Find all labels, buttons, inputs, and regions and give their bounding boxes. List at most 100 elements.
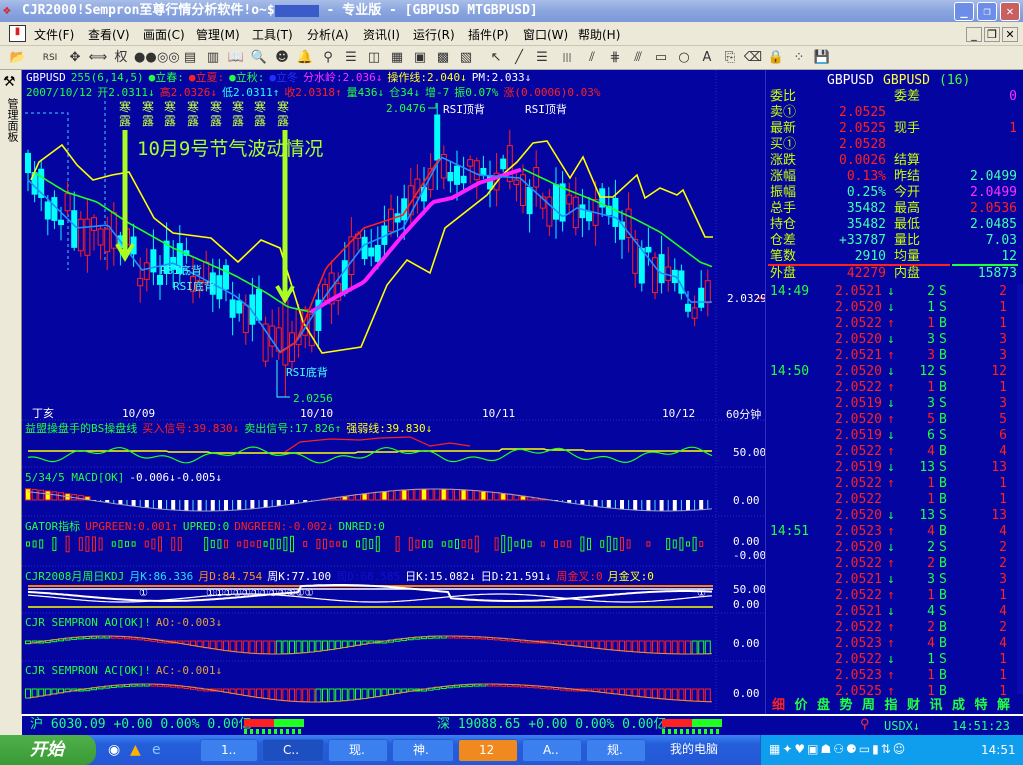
trade-row[interactable] bbox=[768, 524, 1016, 540]
panel-tab[interactable]: 盘 bbox=[817, 698, 831, 713]
menu-item[interactable]: 查看(V) bbox=[88, 28, 130, 42]
search-icon[interactable]: 🔍 bbox=[250, 50, 268, 65]
menu-item[interactable]: 分析(A) bbox=[307, 28, 349, 42]
menu-item[interactable]: 运行(R) bbox=[413, 28, 455, 42]
trade-row[interactable] bbox=[768, 572, 1016, 588]
menu-item[interactable]: 文件(F) bbox=[34, 28, 75, 42]
chart3-icon[interactable]: ▩ bbox=[436, 50, 450, 65]
menu-item[interactable]: 画面(C) bbox=[143, 28, 185, 42]
panel-tab[interactable]: 势 bbox=[839, 698, 853, 713]
hlines-icon[interactable]: ☰ bbox=[536, 50, 548, 65]
media-player-icon[interactable]: ◉ bbox=[108, 742, 121, 758]
pages-icon[interactable]: ▥ bbox=[206, 50, 220, 65]
copy-icon[interactable]: ⎘ bbox=[724, 50, 736, 65]
trade-row[interactable] bbox=[768, 460, 1016, 476]
panel-tab[interactable]: 解 bbox=[997, 698, 1011, 713]
trade-row[interactable] bbox=[768, 668, 1016, 684]
trade-row[interactable] bbox=[768, 508, 1016, 524]
text-icon[interactable]: A bbox=[702, 50, 712, 65]
trade-row[interactable] bbox=[768, 476, 1016, 492]
plug-icon[interactable]: ⚲ bbox=[323, 50, 333, 65]
trade-row[interactable] bbox=[768, 588, 1016, 604]
line-icon[interactable]: ╱ bbox=[515, 50, 523, 65]
doc-icon[interactable]: ▮ bbox=[9, 25, 26, 42]
trade-row[interactable] bbox=[768, 316, 1016, 332]
fan-icon[interactable]: ⫽ bbox=[589, 50, 595, 65]
chart1-icon[interactable]: ▦ bbox=[390, 50, 404, 65]
circle-icon[interactable]: ○ bbox=[678, 50, 690, 65]
menu-item[interactable]: 资讯(I) bbox=[363, 28, 400, 42]
trade-row[interactable] bbox=[768, 380, 1016, 396]
menu-item[interactable]: 窗口(W) bbox=[523, 28, 569, 42]
trade-row[interactable] bbox=[768, 636, 1016, 652]
panel-tab[interactable]: 指 bbox=[884, 698, 898, 713]
vlines-icon[interactable]: ||| bbox=[562, 53, 572, 63]
minimize-button[interactable]: _ bbox=[954, 2, 974, 21]
trade-row[interactable] bbox=[768, 492, 1016, 508]
ie-icon[interactable]: e bbox=[152, 742, 161, 758]
trade-row[interactable] bbox=[768, 444, 1016, 460]
taskbar-item[interactable]: 神. bbox=[392, 739, 454, 762]
period-label[interactable]: 60分钟 bbox=[726, 408, 762, 421]
trade-row[interactable] bbox=[768, 620, 1016, 636]
trade-row[interactable] bbox=[768, 604, 1016, 620]
open-icon[interactable]: 📂 bbox=[9, 50, 27, 65]
trade-scrollbar[interactable] bbox=[1017, 284, 1023, 694]
menu-item[interactable]: 工具(T) bbox=[252, 28, 293, 42]
menu-item[interactable]: 帮助(H) bbox=[578, 28, 621, 42]
save-icon[interactable]: 💾 bbox=[813, 50, 831, 65]
layout1-icon[interactable]: ☰ bbox=[345, 50, 357, 65]
trade-row[interactable] bbox=[768, 348, 1016, 364]
mdi-minimize-button[interactable]: _ bbox=[966, 27, 982, 42]
panel-tab[interactable]: 周 bbox=[862, 698, 876, 713]
taskbar-item[interactable]: 规. bbox=[586, 739, 646, 762]
panel-tab[interactable]: 价 bbox=[794, 698, 808, 713]
taskbar-item[interactable]: C.. bbox=[262, 739, 324, 762]
trade-row[interactable] bbox=[768, 556, 1016, 572]
menu-item[interactable]: 管理(M) bbox=[196, 28, 240, 42]
trade-row[interactable] bbox=[768, 652, 1016, 668]
panel-tab[interactable]: 特 bbox=[974, 698, 988, 713]
mdi-restore-button[interactable]: ❐ bbox=[984, 27, 1000, 42]
trade-row[interactable] bbox=[768, 540, 1016, 556]
channel-icon[interactable]: ⋕ bbox=[609, 50, 621, 65]
taskbar-item[interactable]: 我的电脑 bbox=[650, 739, 750, 762]
trade-row[interactable] bbox=[768, 332, 1016, 348]
layout2-icon[interactable]: ◫ bbox=[367, 50, 381, 65]
lock-icon[interactable]: 🔒 bbox=[767, 50, 785, 65]
chart-area[interactable]: GBPUSD 255(6,14,5) ●立春: ●立夏: ●立秋: ●立冬 分水岭:2.03… bbox=[22, 70, 767, 714]
parallel-icon[interactable]: ⫻ bbox=[634, 50, 642, 65]
resize-icon[interactable]: ⟺ bbox=[88, 50, 108, 65]
trade-row[interactable] bbox=[768, 412, 1016, 428]
book-icon[interactable]: 📖 bbox=[227, 50, 245, 65]
rect-icon[interactable]: ▭ bbox=[654, 50, 668, 65]
taskbar-item[interactable]: A.. bbox=[522, 739, 582, 762]
person-icon[interactable]: ☻ bbox=[275, 50, 289, 65]
menu-item[interactable]: 插件(P) bbox=[468, 28, 509, 42]
panel-tab[interactable]: 讯 bbox=[929, 698, 943, 713]
taskbar-item[interactable]: 1.. bbox=[200, 739, 258, 762]
vlc-icon[interactable]: ▲ bbox=[130, 742, 141, 758]
data-icon[interactable]: ▤ bbox=[183, 50, 197, 65]
start-button[interactable]: 开始 bbox=[0, 735, 96, 765]
chart2-icon[interactable]: ▣ bbox=[413, 50, 427, 65]
chart4-icon[interactable]: ▧ bbox=[459, 50, 473, 65]
tray-icons[interactable]: ▦✦♥▣☗⚇⚈▭▮⇅☺ bbox=[769, 742, 908, 756]
trade-row[interactable] bbox=[768, 364, 1016, 380]
rights-icon[interactable]: 权 bbox=[114, 50, 128, 65]
restore-button[interactable]: ❐ bbox=[977, 2, 997, 21]
taskbar-item[interactable]: 12 bbox=[458, 739, 518, 762]
trade-row[interactable] bbox=[768, 300, 1016, 316]
panel-tab[interactable]: 细 bbox=[772, 698, 786, 713]
eraser-icon[interactable]: ⌫ bbox=[743, 50, 763, 65]
palette-icon[interactable]: ⁘ bbox=[793, 50, 805, 65]
taskbar-item[interactable]: 现. bbox=[328, 739, 388, 762]
traffic-icon[interactable]: ●● bbox=[134, 50, 157, 65]
cursor-icon[interactable]: ↖ bbox=[490, 50, 502, 65]
panel-tab[interactable]: 成 bbox=[952, 698, 966, 713]
move-icon[interactable]: ✥ bbox=[69, 50, 81, 65]
trade-row[interactable] bbox=[768, 396, 1016, 412]
panel-tab[interactable]: 财 bbox=[907, 698, 921, 713]
trade-row[interactable] bbox=[768, 284, 1016, 300]
mdi-close-button[interactable]: ✕ bbox=[1002, 27, 1018, 42]
